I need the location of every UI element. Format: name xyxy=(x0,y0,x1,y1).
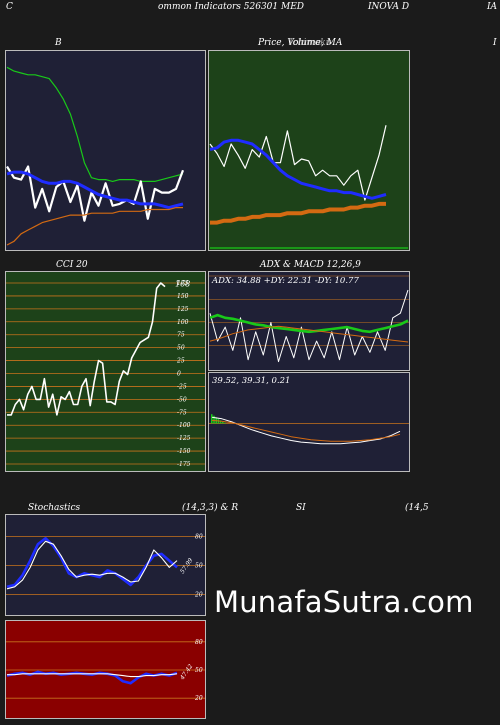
macd-histogram-bar xyxy=(211,414,213,424)
cci-tick-label: 25 xyxy=(176,358,185,365)
bollinger-middle-line xyxy=(6,170,184,210)
bollinger-upper-line xyxy=(6,66,184,182)
price-ma-overlap-title: Ichimoku xyxy=(289,38,332,48)
header-right: INOVA D xyxy=(368,2,410,12)
stochastics-%D-line xyxy=(6,540,178,590)
cci-tick-label: -25 xyxy=(177,383,187,390)
cci-panel: 175 150 125 100 75 50 25 0 -25 -50 -75 -100 -125 -150… xyxy=(5,271,206,472)
stochastics-title: Stochastics xyxy=(28,503,81,513)
cci-tick-label: 150 xyxy=(177,293,189,300)
cci-tick-label: 75 xyxy=(177,332,185,339)
rsi-bg xyxy=(5,620,206,719)
rsi-title: SI xyxy=(296,503,306,513)
cci-tick-label: 50 xyxy=(177,345,185,352)
rsi-rsi-avg-line xyxy=(7,673,178,678)
macd-histogram-bar xyxy=(213,415,215,424)
cci-title: CCI 20 xyxy=(56,260,88,270)
macd-histogram-bar xyxy=(219,420,222,424)
adx-panel: 100755025ADX: 34.88 +DY: 22.31 -DY: 10.7… xyxy=(208,271,410,371)
stochastics-params: (14,3,3) & R xyxy=(182,503,239,513)
bollinger-bg xyxy=(5,50,206,251)
bollinger-price-line xyxy=(6,165,185,222)
cci-tick-label: -175 xyxy=(177,461,191,468)
cci-last-label: 168 xyxy=(175,280,190,289)
rsi-params: (14,5 xyxy=(405,503,429,513)
header-far-right: IA C xyxy=(487,2,500,12)
cci-tick-label: -150 xyxy=(177,448,191,455)
cci-tick-label: 175 xyxy=(177,280,189,287)
edge-title: I xyxy=(493,38,497,48)
bollinger-title: B xyxy=(55,38,62,48)
price-ma-long-line xyxy=(210,201,386,225)
macd-histogram-bar xyxy=(222,421,224,424)
cci-tick-label: -125 xyxy=(177,435,191,442)
cci-tick-label: -50 xyxy=(177,396,187,403)
cci-bg xyxy=(5,271,206,472)
macd-signal-line xyxy=(211,419,401,442)
watermark: MunafaSutra.com xyxy=(214,585,474,619)
stochastics-tick-label: 20 xyxy=(194,592,203,599)
macd-macd-line xyxy=(211,416,401,445)
adx-adx-line xyxy=(209,289,409,363)
cci-line xyxy=(7,282,166,416)
adx-readout: ADX: 34.88 +DY: 22.31 -DY: 10.77 xyxy=(211,276,359,286)
cci-tick-label: 100 xyxy=(177,319,189,326)
bollinger-lower-line xyxy=(6,207,183,246)
bollinger-panel xyxy=(5,50,206,251)
adx-macd-title: ADX & MACD 12,26,9 xyxy=(260,260,361,270)
cci-tick-label: 0 xyxy=(177,371,181,378)
cci-tick-label: -75 xyxy=(177,409,187,416)
price-volume-ma-panel xyxy=(208,50,410,251)
rsi-tick-label: 20 xyxy=(194,695,203,702)
adx-+di-line xyxy=(209,313,409,334)
cci-tick-label: 125 xyxy=(177,306,189,313)
macd-panel: 39.52, 39.31, 0.21 xyxy=(208,372,410,472)
rsi-rsi-line xyxy=(6,670,178,685)
stochastics-tick-label: 80 xyxy=(195,533,203,540)
cci-tick-label: -100 xyxy=(177,422,191,429)
stochastics-tick-label: 50 xyxy=(195,563,203,570)
price-ma-title: Price, Volume, MA xyxy=(258,38,343,48)
macd-readout: 39.52, 39.31, 0.21 xyxy=(212,376,290,386)
price-ma-short-line xyxy=(209,138,387,200)
header-left: C xyxy=(6,2,13,12)
rsi-tick-label: 80 xyxy=(195,639,203,646)
adx--di-line xyxy=(209,325,409,343)
macd-histogram-bar xyxy=(224,422,226,424)
macd-bg xyxy=(208,372,410,472)
header-title: ommon Indicators 526301 MED xyxy=(158,2,304,12)
rsi-tick-label: 50 xyxy=(195,667,203,674)
price-price-line xyxy=(209,125,387,201)
